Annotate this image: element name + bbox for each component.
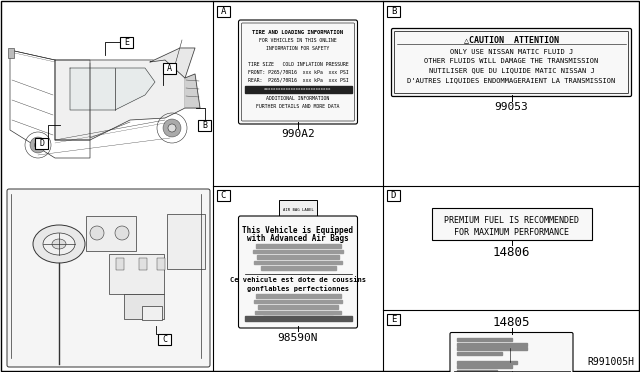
Text: D: D	[39, 139, 44, 148]
Bar	[86, 216, 136, 251]
Bar	[279, 200, 317, 220]
Text: NUTILISER QUE DU LIQUIDE MATIC NISSAN J: NUTILISER QUE DU LIQUIDE MATIC NISSAN J	[429, 67, 595, 73]
Text: E: E	[124, 38, 129, 47]
Text: with Advanced Air Bags: with Advanced Air Bags	[247, 234, 349, 243]
Polygon shape	[70, 68, 155, 110]
Bar	[387, 190, 400, 201]
Bar	[157, 258, 165, 270]
Bar	[456, 369, 497, 372]
Polygon shape	[55, 60, 185, 140]
Bar	[456, 360, 516, 363]
Ellipse shape	[52, 239, 66, 249]
Bar	[257, 255, 339, 259]
Bar	[254, 260, 342, 264]
Text: R991005H: R991005H	[587, 357, 634, 367]
Ellipse shape	[35, 141, 42, 148]
FancyBboxPatch shape	[239, 216, 358, 328]
Bar	[255, 294, 340, 298]
Bar	[263, 316, 333, 320]
Bar	[217, 6, 230, 17]
Polygon shape	[150, 48, 195, 78]
Ellipse shape	[168, 124, 176, 132]
Text: This Vehicle is Equipped: This Vehicle is Equipped	[243, 226, 353, 235]
Ellipse shape	[90, 226, 104, 240]
Text: 98590N: 98590N	[278, 333, 318, 343]
FancyBboxPatch shape	[392, 29, 632, 96]
Text: FRONT: P265/70R16  xxx kPa  xxx PSI: FRONT: P265/70R16 xxx kPa xxx PSI	[248, 70, 348, 75]
Bar	[167, 214, 205, 269]
Text: E: E	[391, 315, 396, 324]
Bar	[8, 48, 14, 58]
Text: FURTHER DETAILS AND MORE DATA: FURTHER DETAILS AND MORE DATA	[256, 104, 340, 109]
Bar	[109, 254, 164, 294]
Bar	[244, 316, 351, 321]
Text: FOR MAXIMUM PERFORMANCE: FOR MAXIMUM PERFORMANCE	[454, 228, 569, 237]
Text: xxxxxxxxxxxxxxxxxxxxxxxxxxx: xxxxxxxxxxxxxxxxxxxxxxxxxxx	[264, 87, 332, 92]
Polygon shape	[185, 74, 200, 108]
FancyBboxPatch shape	[241, 23, 355, 121]
Text: A: A	[167, 64, 172, 73]
Text: △CAUTION  ATTENTION: △CAUTION ATTENTION	[464, 35, 559, 45]
Bar	[244, 86, 351, 93]
Text: SPARE: P265/70R16  xxx kPa  xxx PSI: SPARE: P265/70R16 xxx kPa xxx PSI	[248, 86, 348, 91]
Bar	[456, 343, 527, 346]
Ellipse shape	[163, 119, 181, 137]
Text: ADDITIONAL INFORMATION: ADDITIONAL INFORMATION	[266, 96, 330, 101]
Ellipse shape	[30, 137, 46, 153]
Bar	[116, 258, 124, 270]
Bar	[260, 266, 335, 269]
Bar	[255, 244, 340, 247]
Bar	[456, 338, 511, 341]
Text: B: B	[202, 121, 207, 130]
Bar	[120, 37, 133, 48]
Bar	[456, 347, 527, 350]
Ellipse shape	[33, 225, 85, 263]
Bar	[454, 371, 570, 372]
Text: A: A	[221, 7, 226, 16]
Ellipse shape	[115, 226, 129, 240]
FancyBboxPatch shape	[394, 32, 628, 93]
Text: ONLY USE NISSAN MATIC FLUID J: ONLY USE NISSAN MATIC FLUID J	[450, 49, 573, 55]
FancyBboxPatch shape	[239, 20, 358, 124]
Text: 99053: 99053	[495, 102, 529, 112]
Text: OTHER FLUIDS WILL DAMAGE THE TRANSMISSION: OTHER FLUIDS WILL DAMAGE THE TRANSMISSIO…	[424, 58, 598, 64]
Text: Ce vehicule est dote de coussins: Ce vehicule est dote de coussins	[230, 277, 366, 283]
Bar	[217, 190, 230, 201]
Bar	[255, 311, 341, 314]
Text: PREMIUM FUEL IS RECOMMENDED: PREMIUM FUEL IS RECOMMENDED	[444, 216, 579, 225]
Text: TIRE SIZE   COLD INFLATION PRESSURE: TIRE SIZE COLD INFLATION PRESSURE	[248, 62, 348, 67]
Text: gonflables perfectionnes: gonflables perfectionnes	[247, 285, 349, 292]
Text: C: C	[221, 191, 226, 200]
Bar	[163, 63, 176, 74]
Bar	[431, 208, 591, 240]
Bar	[139, 258, 147, 270]
Bar	[258, 305, 338, 308]
Ellipse shape	[43, 233, 75, 255]
Bar	[456, 365, 511, 368]
Text: C: C	[162, 335, 167, 344]
Text: D: D	[391, 191, 396, 200]
Bar	[254, 299, 342, 303]
Bar	[253, 250, 343, 253]
Text: 14805: 14805	[493, 315, 531, 328]
Bar	[387, 314, 400, 325]
Text: 990A2: 990A2	[281, 129, 315, 139]
Bar	[142, 306, 162, 320]
Bar	[158, 334, 171, 345]
Bar	[198, 120, 211, 131]
FancyBboxPatch shape	[450, 333, 573, 372]
FancyBboxPatch shape	[7, 189, 210, 367]
Text: TIRE AND LOADING INFORMATION: TIRE AND LOADING INFORMATION	[253, 30, 344, 35]
Text: FOR VEHICLES IN THIS ONLINE: FOR VEHICLES IN THIS ONLINE	[259, 38, 337, 43]
Bar	[387, 6, 400, 17]
Bar	[124, 294, 164, 319]
Bar	[35, 138, 48, 149]
Text: B: B	[391, 7, 396, 16]
Text: D'AUTRES LIQUIDES ENDOMMAGERAIENT LA TRANSMISSION: D'AUTRES LIQUIDES ENDOMMAGERAIENT LA TRA…	[408, 77, 616, 83]
Text: REAR:  P265/70R16  xxx kPa  xxx PSI: REAR: P265/70R16 xxx kPa xxx PSI	[248, 78, 348, 83]
Bar	[456, 352, 502, 355]
Text: AIR BAG LABEL: AIR BAG LABEL	[283, 208, 314, 212]
Text: 14806: 14806	[493, 247, 531, 260]
Text: INFORMATION FOR SAFETY: INFORMATION FOR SAFETY	[266, 46, 330, 51]
